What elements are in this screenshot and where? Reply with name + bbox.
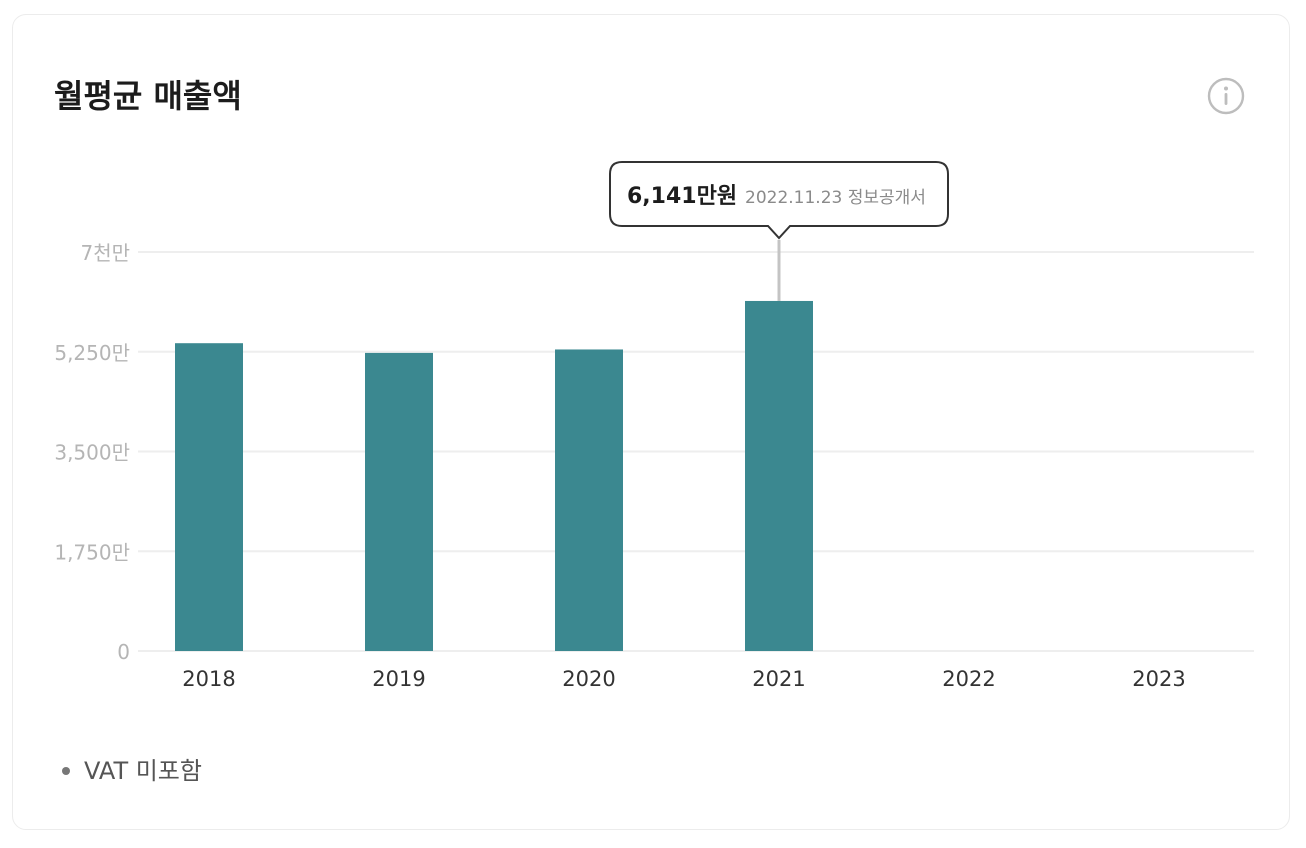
tooltip-value: 6,141만원 — [627, 184, 737, 209]
card-title: 월평균 매출액 — [54, 77, 242, 115]
sales-card — [12, 14, 1290, 830]
tooltip-box — [609, 161, 949, 240]
tooltip-source: 2022.11.23 정보공개서 — [745, 188, 926, 208]
info-circle-icon[interactable] — [1206, 76, 1246, 116]
vat-note-text: VAT 미포함 — [84, 757, 202, 785]
vat-note: VAT 미포함 — [62, 756, 202, 786]
tooltip: 6,141만원 2022.11.23 정보공개서 — [609, 161, 949, 240]
bullet-dot — [62, 767, 70, 775]
